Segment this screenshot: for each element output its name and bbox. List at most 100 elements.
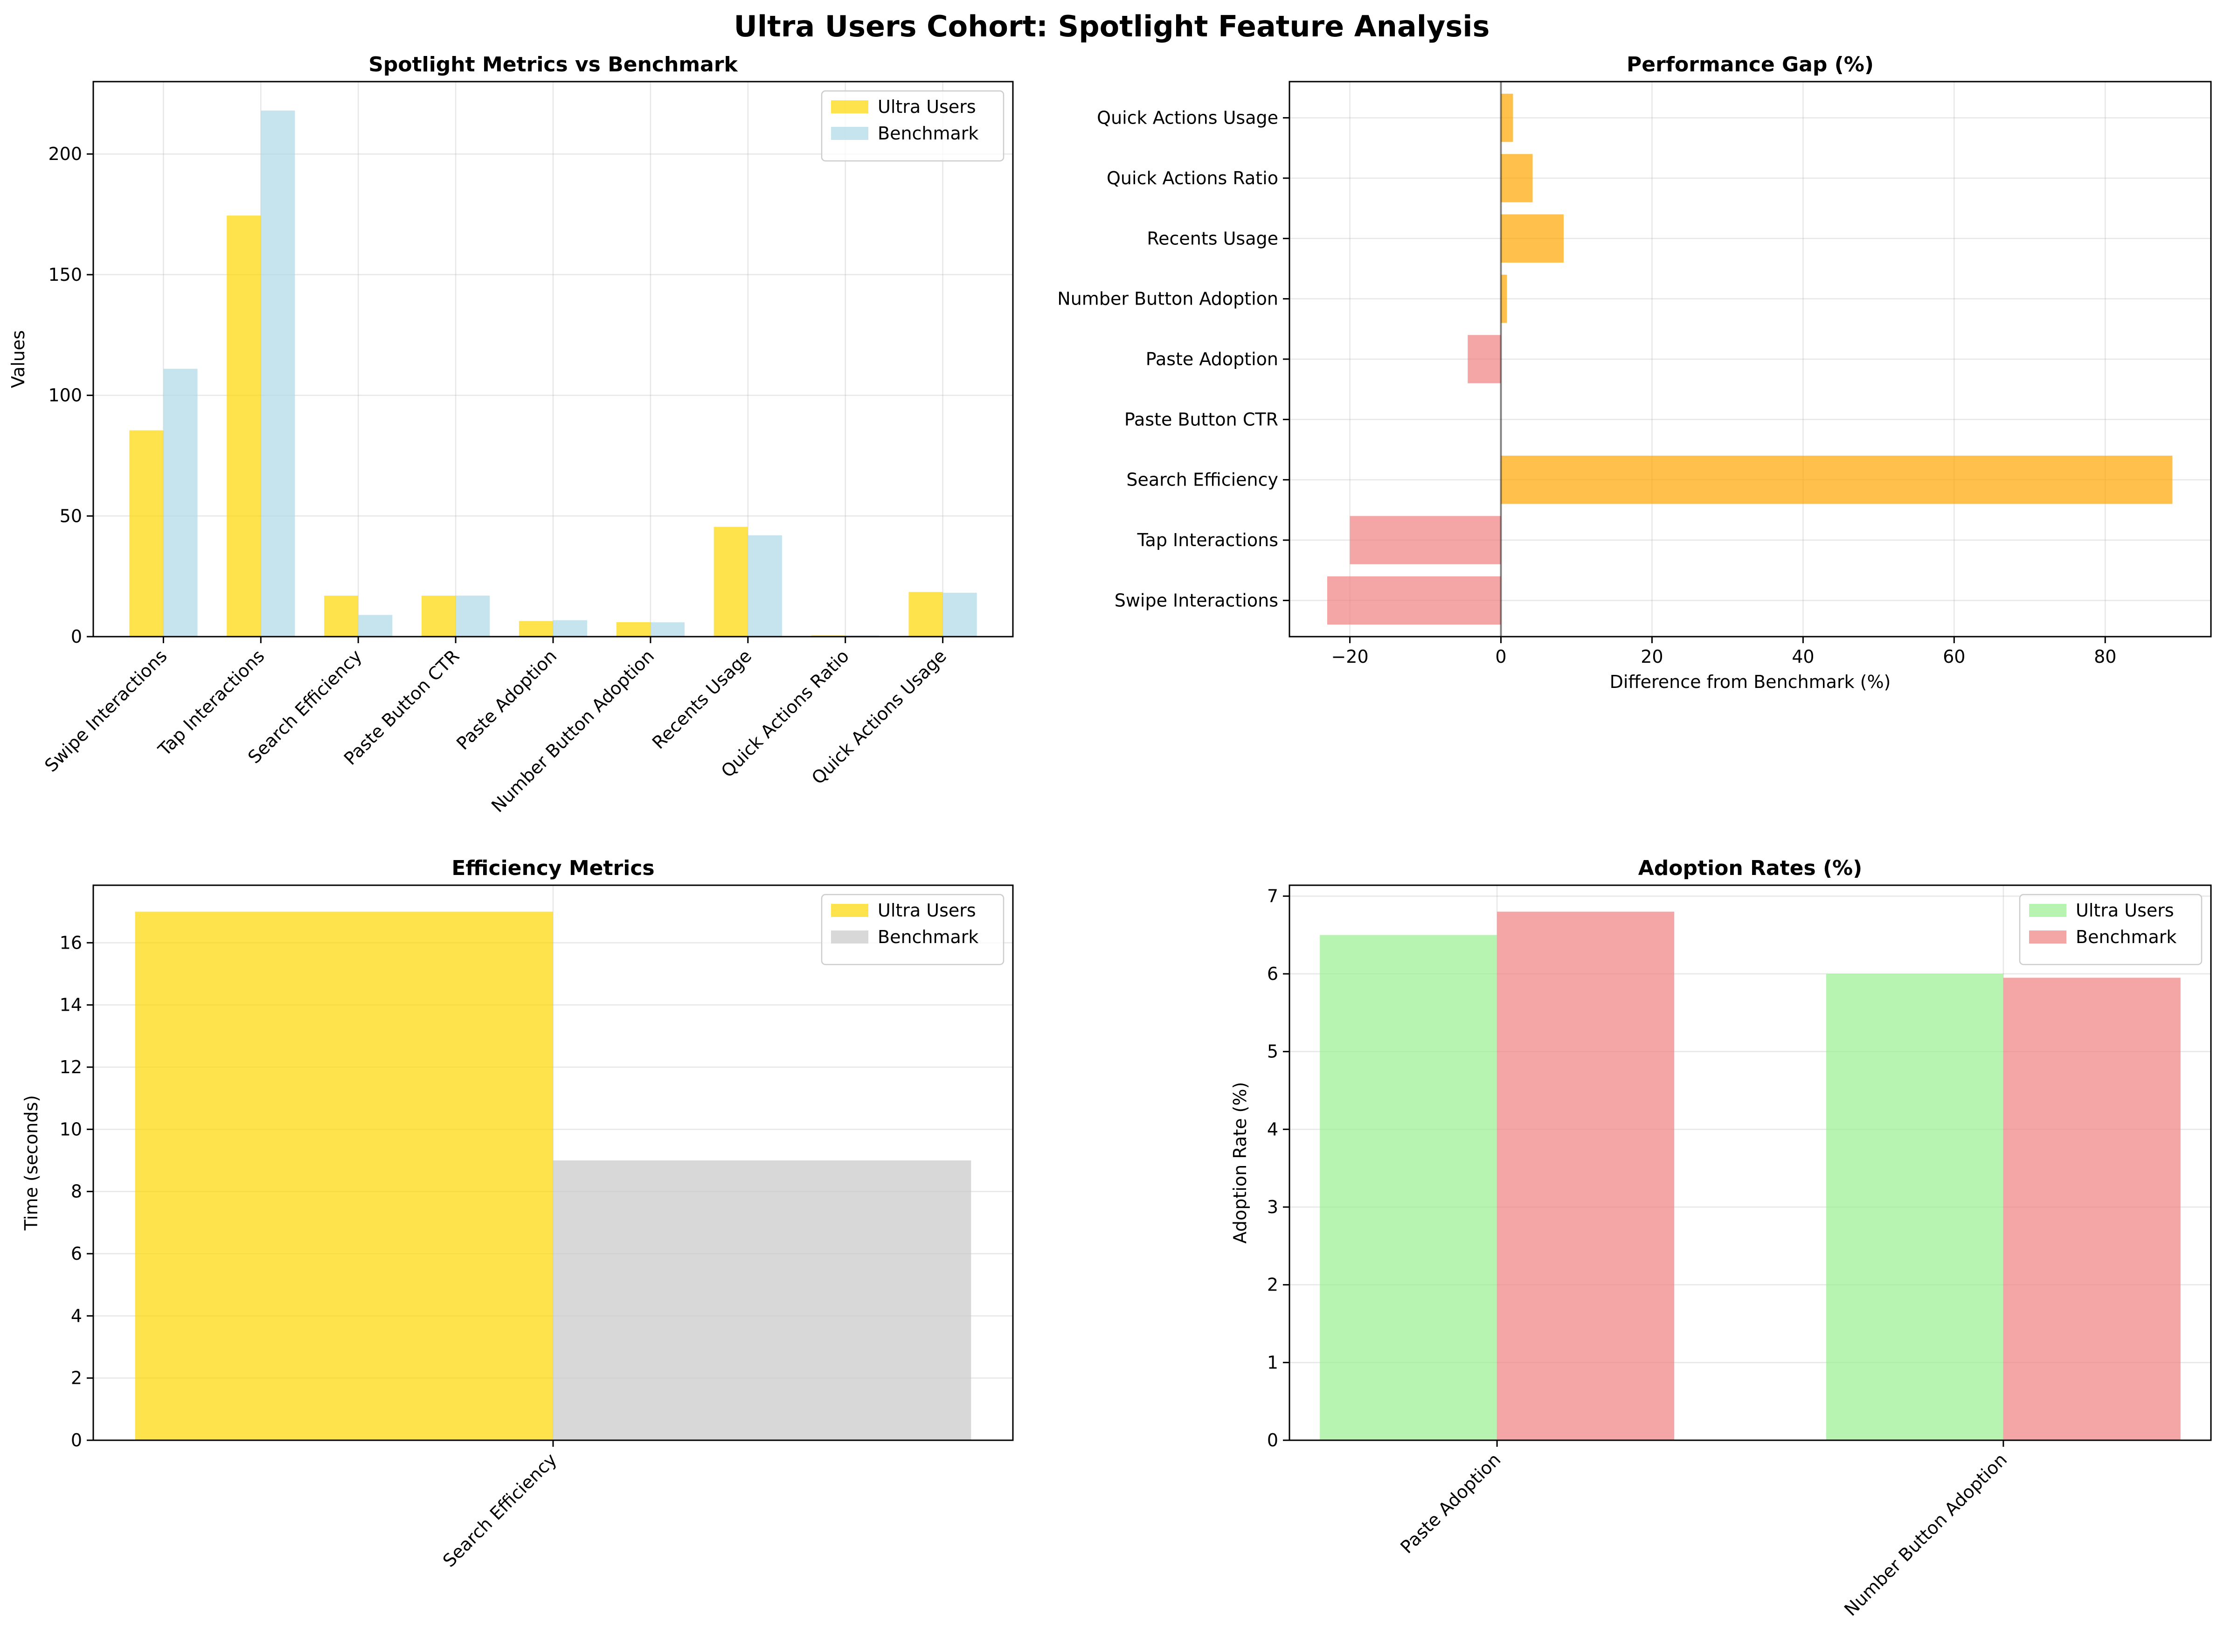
x-tick-label-number-button-adoption: Number Button Adoption <box>487 646 658 816</box>
y-tick-label-search-efficiency: Search Efficiency <box>1126 470 1278 490</box>
bar-ultra-users-number-button-adoption <box>1826 974 2003 1440</box>
panel-title: Efficiency Metrics <box>451 856 654 880</box>
bar-benchmark-number-button-adoption <box>650 622 685 637</box>
legend-swatch-benchmark <box>831 930 868 944</box>
bar-ultra-users-search-efficiency <box>324 596 359 637</box>
adoption-panel: 0 1 2 3 4 5 6 7 Paste Adoption Number Button Adop… <box>1230 856 2212 1620</box>
y-tick-label-swipe-interactions: Swipe Interactions <box>1115 590 1278 611</box>
legend-label-ultra-users: Ultra Users <box>878 97 976 117</box>
bar-benchmark-paste-adoption <box>1497 911 1675 1440</box>
y-tick-label: 6 <box>71 1243 82 1264</box>
bar-ultra-users-paste-button-ctr <box>421 596 456 637</box>
gap-bar-recents-usage <box>1501 214 1564 263</box>
x-tick-label-swipe-interactions: Swipe Interactions <box>41 646 171 776</box>
gap-bar-quick-actions-ratio <box>1501 154 1533 202</box>
bar-ultra-users-quick-actions-usage <box>908 592 943 637</box>
gap-bar-search-efficiency <box>1501 455 2173 504</box>
y-tick-label: 150 <box>48 264 82 285</box>
legend-swatch-benchmark <box>831 127 868 140</box>
x-tick-label-search-efficiency: Search Efficiency <box>439 1449 561 1571</box>
x-tick-label-paste-adoption: Paste Adoption <box>1396 1449 1504 1557</box>
y-tick-label-quick-actions-usage: Quick Actions Usage <box>1097 108 1278 128</box>
gap-bar-number-button-adoption <box>1501 274 1507 323</box>
figure-title: Ultra Users Cohort: Spotlight Feature An… <box>734 9 1490 43</box>
legend-label-benchmark: Benchmark <box>878 927 978 947</box>
y-tick-label: 2 <box>1267 1275 1278 1295</box>
y-tick-label-quick-actions-ratio: Quick Actions Ratio <box>1107 168 1278 188</box>
y-tick-label-recents-usage: Recents Usage <box>1147 228 1278 249</box>
y-tick-label: 16 <box>60 932 82 953</box>
gap-bar-swipe-interactions <box>1327 576 1501 625</box>
bar-benchmark-number-button-adoption <box>2003 978 2181 1440</box>
bar-ultra-users-recents-usage <box>714 527 748 637</box>
gap-bar-paste-adoption <box>1468 335 1501 383</box>
bar-benchmark-quick-actions-usage <box>942 592 977 637</box>
bar-benchmark-recents-usage <box>748 535 782 637</box>
x-tick-label: 60 <box>1943 646 1965 667</box>
legend-swatch-benchmark <box>2029 930 2066 944</box>
x-axis-label: Difference from Benchmark (%) <box>1610 672 1891 692</box>
y-tick-label: 7 <box>1267 886 1278 906</box>
legend-swatch-ultra-users <box>831 100 868 113</box>
y-tick-label: 1 <box>1267 1352 1278 1373</box>
bar-benchmark-paste-adoption <box>553 620 588 637</box>
y-axis-label: Values <box>8 330 28 388</box>
y-tick-label: 50 <box>60 506 82 526</box>
x-tick-label: −20 <box>1331 646 1368 667</box>
y-tick-label: 4 <box>71 1305 82 1326</box>
bar-benchmark-swipe-interactions <box>163 368 198 637</box>
bar-benchmark-search-efficiency <box>358 615 393 637</box>
y-tick-label: 6 <box>1267 964 1278 984</box>
y-tick-label: 3 <box>1267 1197 1278 1217</box>
bar-benchmark-search-efficiency <box>553 1160 971 1440</box>
y-tick-label-tap-interactions: Tap Interactions <box>1137 530 1278 550</box>
efficiency-panel: 0 2 4 6 8 10 12 14 16 Search Efficiency Efficiency… <box>21 856 1014 1571</box>
y-tick-label: 8 <box>71 1181 82 1202</box>
bar-benchmark-tap-interactions <box>261 111 295 637</box>
x-tick-label: 20 <box>1641 646 1663 667</box>
gap-bar-tap-interactions <box>1350 516 1501 564</box>
panel-title: Performance Gap (%) <box>1627 53 1874 76</box>
y-tick-label: 14 <box>60 995 82 1015</box>
legend-swatch-ultra-users <box>831 904 868 917</box>
legend-label-ultra-users: Ultra Users <box>878 900 976 921</box>
legend-swatch-ultra-users <box>2029 904 2066 917</box>
y-tick-label: 12 <box>60 1057 82 1077</box>
bar-ultra-users-number-button-adoption <box>616 622 651 637</box>
y-tick-label: 2 <box>71 1368 82 1388</box>
legend-label-benchmark: Benchmark <box>2076 927 2176 947</box>
y-tick-label: 100 <box>48 385 82 406</box>
x-tick-label-number-button-adoption: Number Button Adoption <box>1840 1449 2011 1620</box>
y-tick-label-paste-adoption: Paste Adoption <box>1146 349 1278 369</box>
y-tick-label: 0 <box>1267 1430 1278 1451</box>
x-tick-label-recents-usage: Recents Usage <box>648 646 755 753</box>
y-tick-label: 10 <box>60 1119 82 1139</box>
y-tick-label: 0 <box>71 626 82 647</box>
bar-ultra-users-paste-adoption <box>519 621 553 637</box>
y-tick-label: 200 <box>48 144 82 164</box>
panel-title: Spotlight Metrics vs Benchmark <box>368 53 738 76</box>
performance-gap-panel: −20 0 20 40 60 80 Swipe Interactions Tap Intera… <box>1057 53 2212 692</box>
y-tick-label: 4 <box>1267 1119 1278 1139</box>
plot-frame <box>1289 884 2212 1441</box>
gap-bar-quick-actions-usage <box>1501 93 1513 142</box>
bar-ultra-users-paste-adoption <box>1320 935 1497 1440</box>
bar-ultra-users-tap-interactions <box>227 215 261 637</box>
x-tick-label: 0 <box>1495 646 1506 667</box>
x-tick-label-paste-adoption: Paste Adoption <box>452 646 561 754</box>
bar-ultra-users-swipe-interactions <box>129 430 164 637</box>
x-tick-label: 40 <box>1792 646 1814 667</box>
bar-benchmark-paste-button-ctr <box>456 596 490 637</box>
y-tick-label: 0 <box>71 1430 82 1451</box>
legend-label-benchmark: Benchmark <box>878 123 978 144</box>
panel-title: Adoption Rates (%) <box>1638 856 1863 880</box>
y-axis-label: Adoption Rate (%) <box>1230 1082 1250 1244</box>
bar-ultra-users-search-efficiency <box>135 911 553 1440</box>
y-axis-label: Time (seconds) <box>21 1095 42 1231</box>
x-tick-label-tap-interactions: Tap Interactions <box>154 646 269 760</box>
legend-label-ultra-users: Ultra Users <box>2076 900 2174 921</box>
y-tick-label: 5 <box>1267 1041 1278 1062</box>
y-tick-label-paste-button-ctr: Paste Button CTR <box>1124 409 1278 430</box>
